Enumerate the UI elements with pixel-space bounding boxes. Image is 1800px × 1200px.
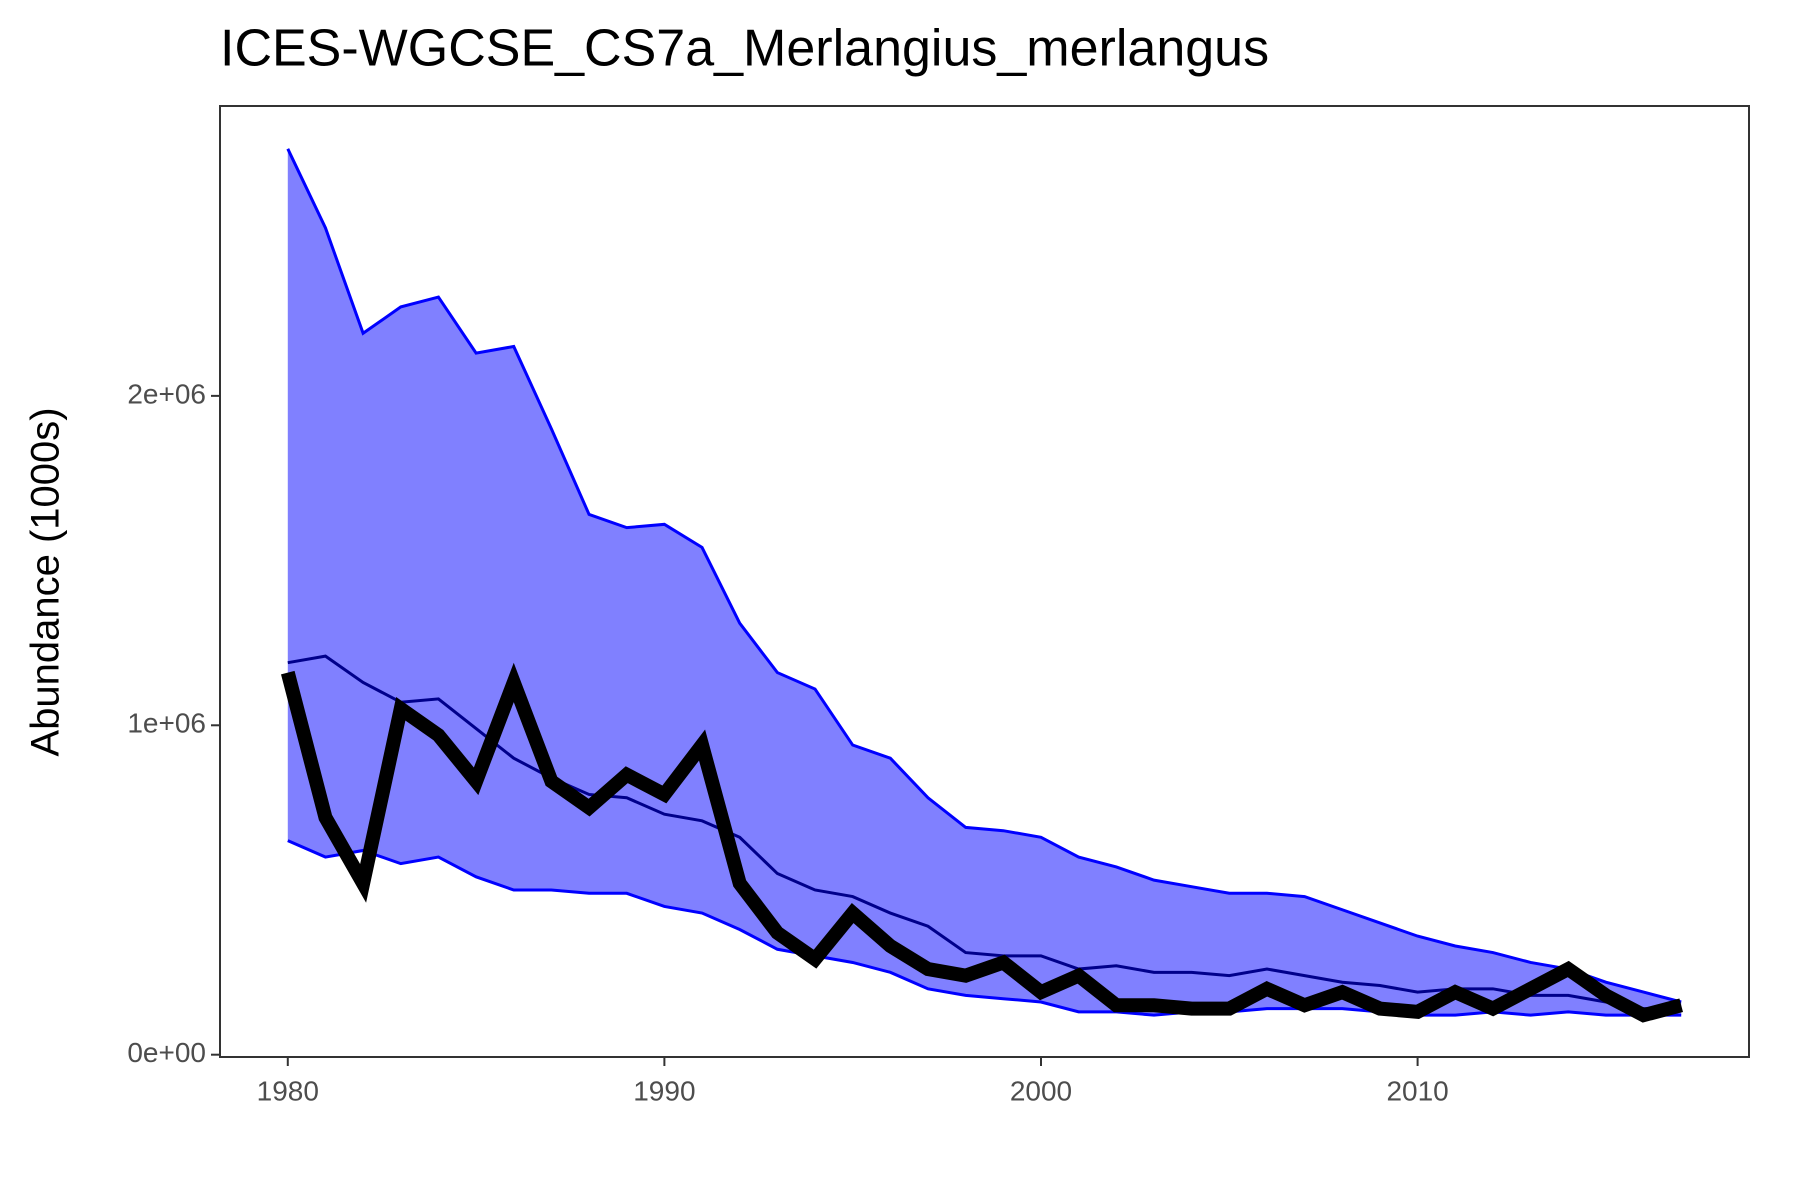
x-tick-label: 2000: [1010, 1075, 1072, 1106]
plot-border: [219, 105, 1750, 1058]
x-tick-label: 1990: [633, 1075, 695, 1106]
x-tick-label: 2010: [1386, 1075, 1448, 1106]
x-tick-label: 1980: [257, 1075, 319, 1106]
y-axis-label: Abundance (1000s): [24, 407, 68, 756]
ci-lower: [287, 839, 1682, 1017]
series-line: [281, 662, 1683, 1023]
y-tick-label: 0e+00: [127, 1037, 206, 1068]
chart-title: ICES-WGCSE_CS7a_Merlangius_merlangus: [220, 20, 1269, 78]
ci-band: [287, 148, 1682, 1016]
ci-upper: [286, 148, 1682, 1004]
y-tick-label: 2e+06: [127, 378, 206, 409]
y-tick-label: 1e+06: [127, 708, 206, 739]
